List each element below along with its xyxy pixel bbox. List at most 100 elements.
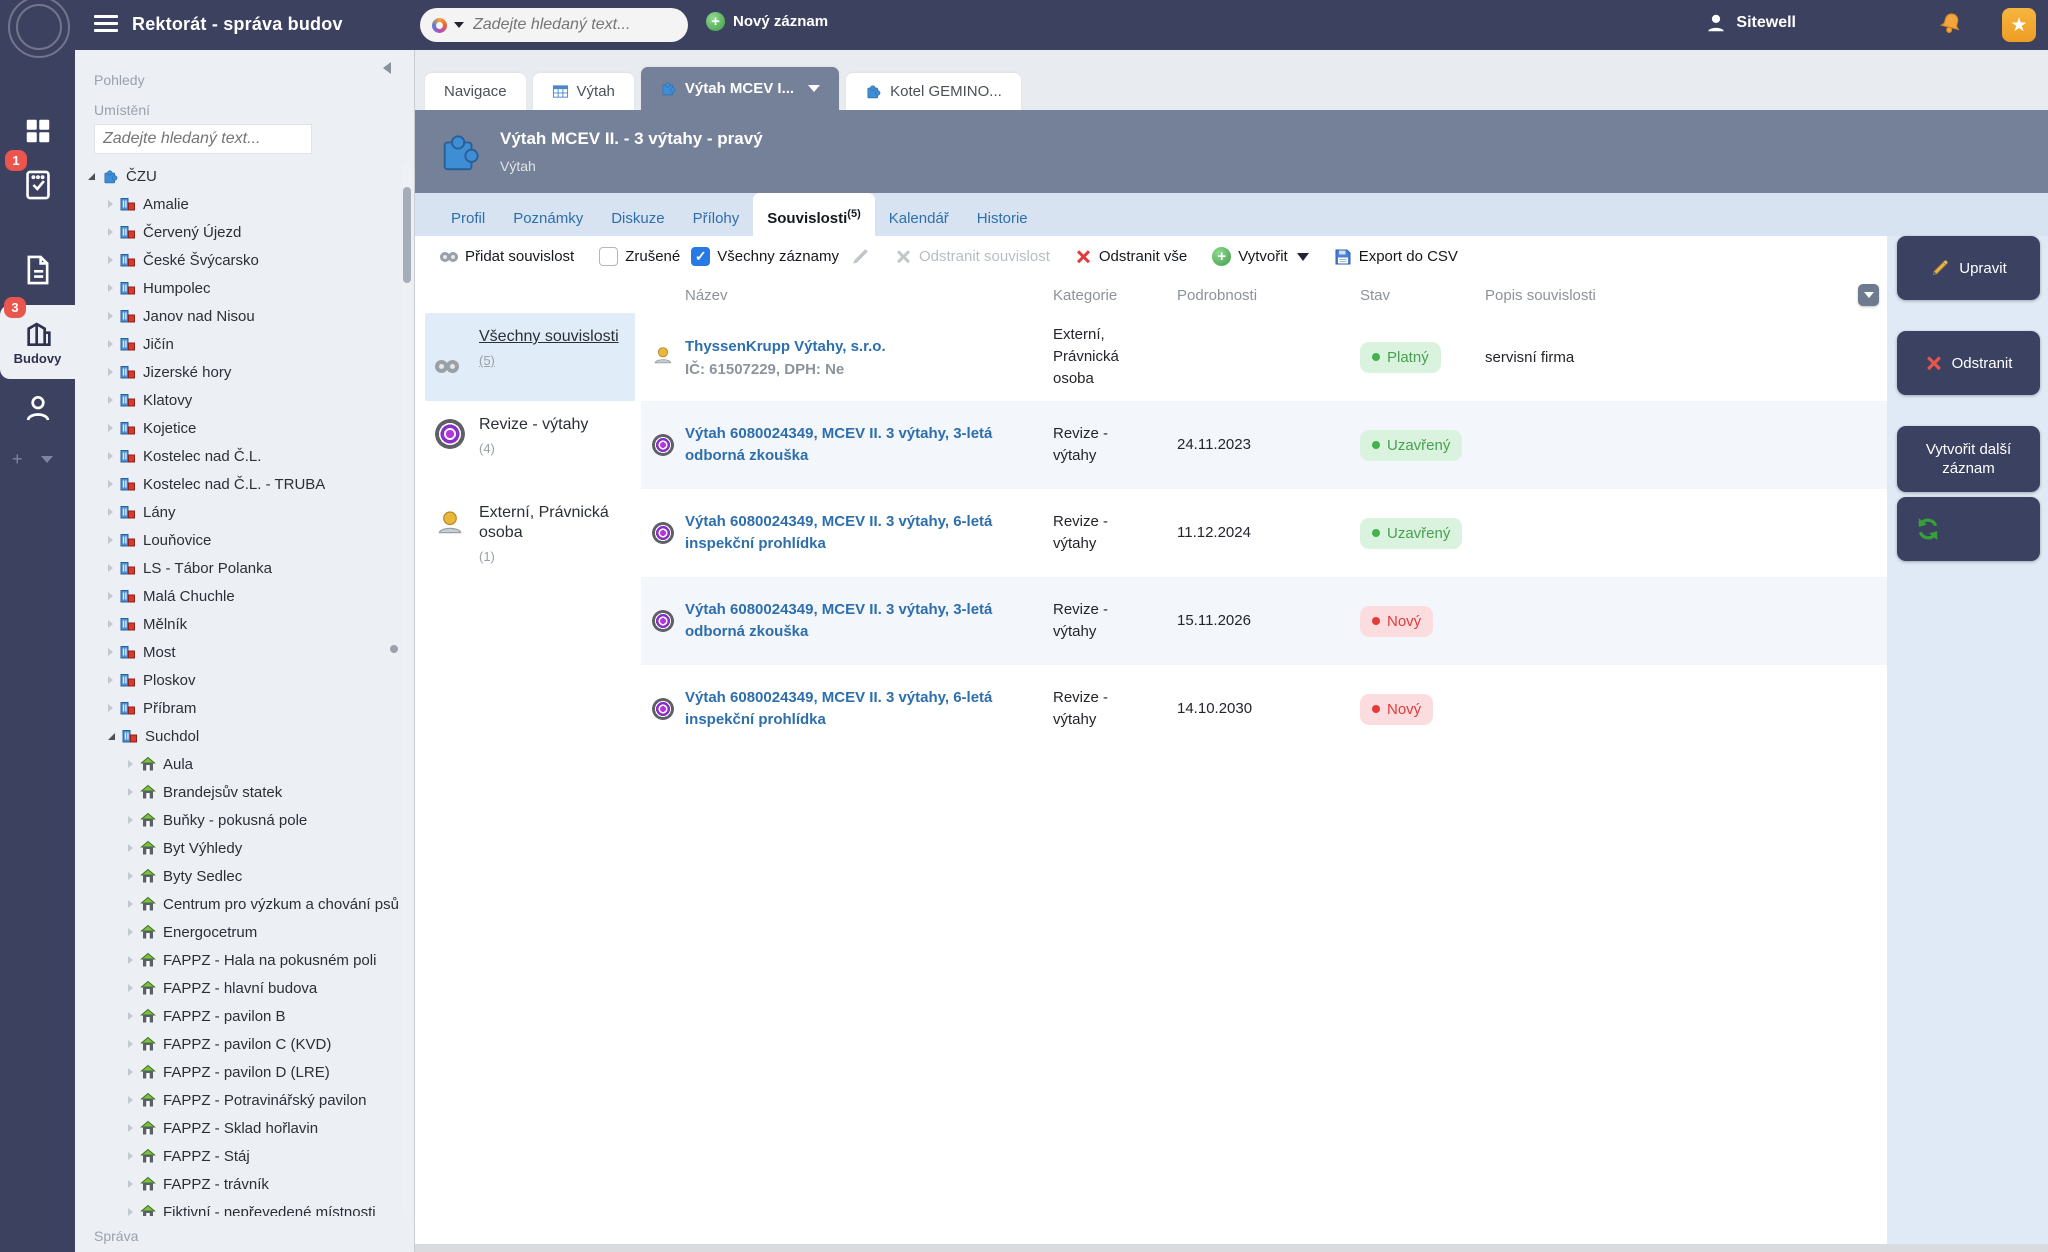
tree-item[interactable]: Lány — [75, 498, 400, 526]
table-row[interactable]: Výtah 6080024349, MCEV II. 3 výtahy, 3-l… — [641, 577, 1887, 665]
edit-button[interactable]: Upravit — [1897, 236, 2040, 300]
tree-item[interactable]: FAPPZ - Potravinářský pavilon — [75, 1086, 400, 1114]
document-tab[interactable]: Kotel GEMINO... — [846, 73, 1021, 110]
tree-item[interactable]: FAPPZ - Sklad hořlavin — [75, 1114, 400, 1142]
tree-item[interactable]: Amalie — [75, 190, 400, 218]
tree-item[interactable]: Most — [75, 638, 400, 666]
tree-item[interactable]: Byty Sedlec — [75, 862, 400, 890]
tree-item[interactable]: Fiktivní - nepřevedené místnosti — [75, 1198, 400, 1216]
remove-all-button[interactable]: Odstranit vše — [1075, 248, 1187, 265]
tree-expander-icon[interactable] — [128, 760, 133, 768]
tree-expander-icon[interactable] — [128, 844, 133, 852]
tree-item[interactable]: Louňovice — [75, 526, 400, 554]
tree-expander-icon[interactable] — [108, 200, 113, 208]
tree-expander-icon[interactable] — [108, 256, 113, 264]
tree-expander-icon[interactable] — [108, 312, 113, 320]
tree-item[interactable]: FAPPZ - pavilon C (KVD) — [75, 1030, 400, 1058]
checkbox-unchecked-icon[interactable] — [599, 247, 619, 266]
rail-documents-icon[interactable] — [0, 253, 75, 287]
tree-item[interactable]: Ploskov — [75, 666, 400, 694]
tab-caret-icon[interactable] — [808, 85, 821, 92]
tree-expander-icon[interactable] — [128, 816, 133, 824]
tree-item[interactable]: Kostelec nad Č.L. — [75, 442, 400, 470]
tree-item[interactable]: Janov nad Nisou — [75, 302, 400, 330]
tree-expander-icon[interactable] — [128, 1096, 133, 1104]
checkbox-checked-icon[interactable] — [691, 247, 711, 266]
tree-expander-icon[interactable] — [108, 508, 113, 516]
tree-item[interactable]: Byt Výhledy — [75, 834, 400, 862]
tree-item[interactable]: Kostelec nad Č.L. - TRUBA — [75, 470, 400, 498]
search-caret-icon[interactable] — [454, 22, 464, 28]
tree-expander-icon[interactable] — [108, 284, 113, 292]
sidebar-collapse-icon[interactable] — [383, 62, 391, 74]
record-subtab[interactable]: Poznámky — [513, 210, 584, 227]
tree-item[interactable]: Příbram — [75, 694, 400, 722]
tree-item[interactable]: Kojetice — [75, 414, 400, 442]
tree-item[interactable]: LS - Tábor Polanka — [75, 554, 400, 582]
global-search-input[interactable] — [471, 15, 676, 35]
tree-expander-icon[interactable] — [108, 396, 113, 404]
relation-category-item[interactable]: Revize - výtahy (4) — [425, 401, 635, 489]
cancelled-checkbox[interactable]: Zrušené — [599, 247, 680, 266]
favorites-star-button[interactable]: ★ — [2002, 8, 2036, 42]
tree-expander-icon[interactable] — [128, 1040, 133, 1048]
record-subtab[interactable]: Diskuze — [611, 210, 665, 227]
rail-add-icon[interactable]: + — [12, 449, 23, 469]
create-button[interactable]: Vytvořit — [1212, 247, 1309, 266]
tree-item[interactable]: FAPPZ - Stáj — [75, 1142, 400, 1170]
export-csv-button[interactable]: Export do CSV — [1334, 248, 1458, 266]
table-row[interactable]: Výtah 6080024349, MCEV II. 3 výtahy, 6-l… — [641, 665, 1887, 753]
table-row[interactable]: Výtah 6080024349, MCEV II. 3 výtahy, 6-l… — [641, 489, 1887, 577]
rail-more-icon[interactable] — [40, 455, 53, 463]
tree-expander-icon[interactable] — [128, 1124, 133, 1132]
global-search[interactable] — [420, 8, 688, 42]
row-title-link[interactable]: Výtah 6080024349, MCEV II. 3 výtahy, 3-l… — [685, 601, 993, 640]
tree-item[interactable]: Malá Chuchle — [75, 582, 400, 610]
tree-expander-icon[interactable] — [108, 676, 113, 684]
document-tab[interactable]: Výtah MCEV I... — [640, 67, 840, 110]
tree-expander-icon[interactable] — [128, 956, 133, 964]
tree-expander-icon[interactable] — [128, 1180, 133, 1188]
record-subtab[interactable]: Profil — [451, 210, 486, 227]
tree-expander-icon[interactable] — [108, 564, 113, 572]
document-tab[interactable]: Výtah — [532, 73, 634, 110]
column-selector-button[interactable] — [1858, 284, 1879, 306]
delete-button[interactable]: Odstranit — [1897, 331, 2040, 395]
tree-item[interactable]: FAPPZ - hlavní budova — [75, 974, 400, 1002]
rail-apps-grid-icon[interactable] — [0, 116, 75, 146]
sidebar-scrollbar[interactable] — [403, 162, 411, 1218]
tree-expander-icon[interactable] — [128, 872, 133, 880]
tree-expander-icon[interactable] — [108, 480, 113, 488]
tree-item[interactable]: FAPPZ - pavilon D (LRE) — [75, 1058, 400, 1086]
column-category[interactable]: Kategorie — [1053, 286, 1118, 304]
tree-expander-icon[interactable] — [128, 984, 133, 992]
row-title-link[interactable]: ThyssenKrupp Výtahy, s.r.o. — [685, 338, 886, 356]
remove-relation-button[interactable]: Odstranit souvislost — [895, 248, 1050, 265]
splitter-handle[interactable] — [390, 645, 398, 653]
sidebar-search-input[interactable] — [94, 124, 312, 154]
tree-item[interactable]: Energocetrum — [75, 918, 400, 946]
tree-expander-icon[interactable] — [128, 900, 133, 908]
relation-category-item[interactable]: Všechny souvislosti (5) — [425, 313, 635, 401]
column-name[interactable]: Název — [685, 286, 728, 304]
document-tab[interactable]: Navigace — [425, 73, 526, 110]
row-title-link[interactable]: Výtah 6080024349, MCEV II. 3 výtahy, 6-l… — [685, 513, 993, 552]
tree-expander-icon[interactable] — [128, 1012, 133, 1020]
create-dropdown-icon[interactable] — [1296, 252, 1309, 261]
tree-expander-icon[interactable] — [108, 424, 113, 432]
all-records-checkbox[interactable]: Všechny záznamy — [691, 247, 839, 266]
tree-item[interactable]: Jizerské hory — [75, 358, 400, 386]
tree-item[interactable]: České Švýcarsko — [75, 246, 400, 274]
tree-item[interactable]: FAPPZ - pavilon B — [75, 1002, 400, 1030]
tree-item[interactable]: Jičín — [75, 330, 400, 358]
tree-expander-icon[interactable] — [108, 340, 113, 348]
tree-item[interactable]: Mělník — [75, 610, 400, 638]
tree-expander-icon[interactable] — [108, 368, 113, 376]
tree-expander-icon[interactable] — [128, 1208, 133, 1216]
new-record-button[interactable]: Nový záznam — [706, 12, 828, 31]
tree-expander-icon[interactable] — [108, 732, 115, 740]
column-note[interactable]: Popis souvislosti — [1485, 286, 1596, 304]
column-status[interactable]: Stav — [1360, 286, 1391, 304]
tree-expander-icon[interactable] — [108, 228, 113, 236]
add-relation-button[interactable]: Přidat souvislost — [440, 248, 574, 265]
